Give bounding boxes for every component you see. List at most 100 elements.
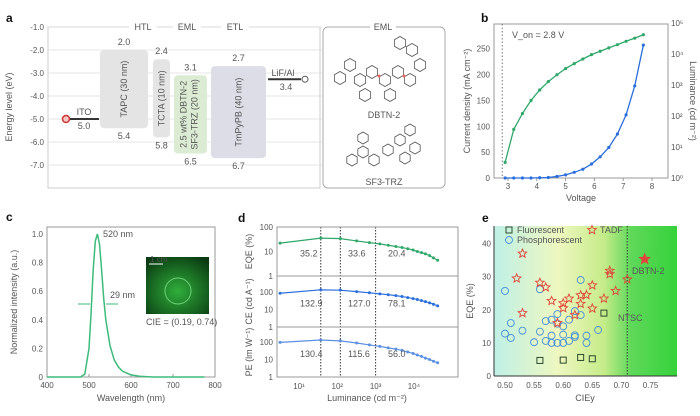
y-tick-label: 0 [487,372,492,381]
tadf-point [569,309,581,320]
phosphorescent-point [547,338,556,347]
x-axis-label: CIEy [575,393,595,403]
data-point [386,346,390,350]
y-tick-label-right: 10⁴ [671,50,684,59]
data-point [436,258,440,262]
data-point [420,299,424,303]
header-bg [129,21,157,31]
layer-header-eml: EML [178,22,197,32]
phosphorescent-point [559,338,568,347]
x-tick-label: 10³ [370,382,382,391]
tadf-point [517,307,528,318]
tadf-point [511,272,523,283]
value-label: 132.9 [300,299,323,309]
tadf-point [621,273,633,284]
tadf-point [586,279,598,290]
data-point [406,350,410,354]
x-tick-label: 8 [650,182,655,191]
data-point [512,176,516,180]
phosphorescent-point [506,319,515,327]
y-tick-label: 1 [269,323,274,332]
tadf-point [551,317,563,328]
phosphorescent-point [570,332,579,341]
y-axis-label: Normalized intensity (a.u.) [9,250,19,355]
layer-header-etl: ETL [227,22,244,32]
data-point [338,237,342,241]
peak-label: 520 nm [103,229,133,239]
data-point [538,176,542,180]
x-tick-label: 0.60 [555,381,571,390]
data-point [607,145,611,150]
y-tick-label: 10 [264,248,273,257]
phosphorescent-point [565,315,573,324]
data-point [411,248,415,252]
data-point [641,43,645,47]
turn-on-voltage-label: V_on = 2.8 V [512,30,564,40]
x-tick-label: 0.75 [643,381,659,390]
data-point [278,340,282,344]
molecule-ring [403,73,417,87]
legend-label-tadf: TADF [600,225,623,235]
layer-header-htl: HTL [134,22,151,32]
molecule-name-sf3trz: SF3-TRZ [366,177,404,187]
x-tick-label: 5 [563,182,568,191]
tadf-point [540,281,552,292]
dbtn-2-point [638,252,652,265]
y-tick-label: -1.0 [30,23,44,32]
data-point [411,297,415,301]
y-tick-label: -2.0 [30,46,44,55]
data-point [572,62,576,66]
data-point [428,254,432,258]
y-tick-label-left: 150 [477,96,491,105]
data-point [538,88,542,92]
phosphorescent-point [506,333,515,342]
molecule-ring [346,153,358,167]
phosphorescent-point [518,326,527,335]
data-point [338,339,342,343]
legend-circle-icon [505,236,513,244]
molecule-ring [399,151,411,165]
dbtn-2-label: DBTN-2 [632,266,665,276]
molecule-ring [378,73,392,87]
data-point [598,155,602,159]
y-tick-label: -5.0 [30,115,44,124]
tadf-point [610,285,621,296]
data-point [415,353,419,357]
data-point [400,246,404,250]
x-tick-label: 10² [332,382,344,391]
header-bg [173,21,201,31]
data-point [367,241,371,245]
data-point [319,236,323,240]
data-point [338,288,342,292]
y-tick-label: 1 [269,272,274,281]
y-tick-label-right: 10³ [671,81,683,90]
y-tick-label: 1 [269,373,274,382]
phosphorescent-point [582,338,591,347]
layer-name: TAPC (30 nm) [119,61,129,118]
homo-label: 5.4 [118,131,131,141]
phosphorescent-point [547,315,556,324]
data-point [378,242,382,246]
data-point [624,39,628,43]
fluorescent-point [559,356,567,364]
y-axis-label: EQE (%) [465,283,475,319]
y-tick-label: 30 [482,273,491,282]
y-tick-label-left: 250 [477,45,491,54]
data-point [355,290,359,294]
lumo-label: 2.0 [118,37,131,47]
panel-label-e: e [482,211,489,225]
x-tick-label: 800 [208,381,222,390]
x-tick-label: 10¹ [293,382,305,391]
x-axis-label: Wavelength (nm) [97,393,165,403]
data-point [367,343,371,347]
lumo-label: 3.1 [184,62,197,72]
y-tick-label: 10 [264,306,273,315]
y-tick-label: 20 [482,306,491,315]
homo-label: 5.8 [155,140,168,150]
y-tick-label: 0.4 [32,316,44,325]
data-point [555,73,559,77]
molecule-ring [413,58,427,72]
layer-box [153,59,170,138]
layer-box [211,66,266,159]
